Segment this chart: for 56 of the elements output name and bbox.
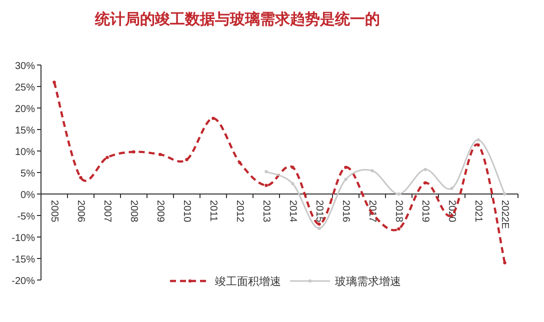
point [450,186,454,190]
x-tick-label: 2014 [287,200,298,223]
x-tick-label: 2015 [314,200,325,223]
legend-label: 竣工面积增速 [215,275,281,288]
point [503,261,506,264]
x-tick-label: 2008 [128,200,140,223]
y-tick-label: -20% [12,276,36,287]
y-tick-label: 15% [14,126,36,136]
y-tick-label: 0% [20,190,36,201]
y-tick-label: 20% [14,104,36,115]
y-tick-label: 10% [14,147,36,158]
point [185,158,188,162]
x-tick-label: 2019 [420,200,431,223]
point [291,182,294,186]
point [264,184,268,187]
point [344,178,348,181]
x-tick-label: 2012 [234,200,246,223]
y-tick-label: -10% [12,233,36,244]
x-tick-label: 2005 [48,200,60,223]
point [238,161,242,164]
y-tick-label: 25% [14,82,36,94]
point [106,156,109,160]
point [476,138,480,142]
point [52,80,56,84]
point [132,150,136,154]
x-tick-label: 2018 [393,200,404,223]
x-tick-label: 2016 [340,200,352,223]
point [318,226,321,230]
point [397,227,400,230]
x-tick-label: 2021 [472,200,484,223]
point [424,181,427,184]
point [158,152,162,156]
point [318,222,321,226]
chart-title: 统计局的竣工数据与玻璃需求趋势是统一的 [94,10,380,28]
x-tick-label: 2013 [260,200,272,223]
x-tick-label: 2022E [499,200,510,230]
point [264,170,268,174]
point [212,116,215,120]
point [344,166,348,169]
x-tick-label: 2009 [154,200,166,223]
y-tick-label: -5% [17,212,36,222]
point [79,176,82,180]
point [476,143,480,147]
x-tick-label: 2011 [208,200,219,222]
x-tick-label: 2010 [181,200,192,223]
x-tick-label: 2006 [75,200,86,223]
point [397,192,400,196]
point [291,166,294,169]
x-tick-label: 2007 [102,200,113,223]
y-tick-label: 30% [14,61,36,72]
point [424,168,427,172]
y-tick-label: -15% [12,254,36,266]
legend-label: 玻璃需求增速 [335,275,401,288]
point [370,169,374,172]
y-tick-label: 5% [20,168,36,180]
point [503,192,506,196]
